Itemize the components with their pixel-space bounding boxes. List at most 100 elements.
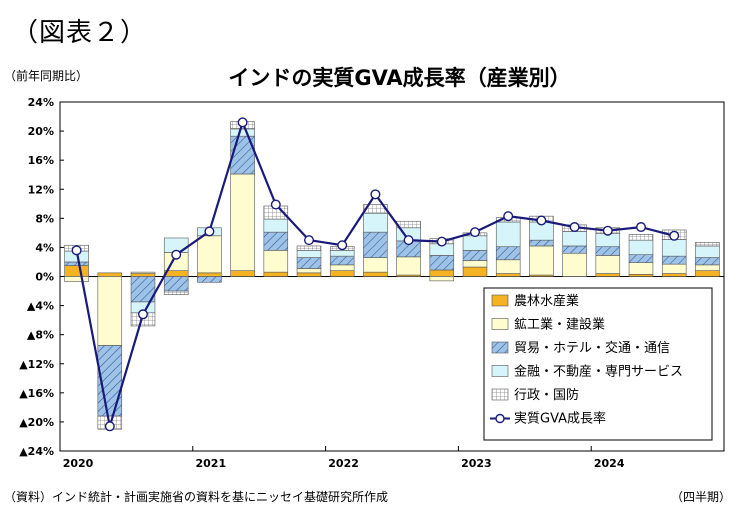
bar-finance <box>695 245 720 258</box>
y-tick-label: ▲8% <box>27 329 54 342</box>
gva-point <box>403 235 414 246</box>
bar-agri <box>296 272 322 277</box>
bar-agri <box>263 271 289 277</box>
axes-layer: 24% 20% 16% 12% 8% 4% 0% ▲4% ▲8% ▲12% ▲16% ▲20% ▲24%… <box>19 96 725 470</box>
bar-agri <box>130 273 156 277</box>
bar-agri <box>628 274 654 277</box>
y-tick-label: 4% <box>35 241 54 254</box>
bar-trade <box>329 255 355 266</box>
unit-label: （前年同期比） <box>4 69 89 83</box>
bar-agri <box>64 265 89 277</box>
bar-trade <box>64 261 89 266</box>
bar-trade <box>462 250 488 261</box>
y-tick-label: 16% <box>28 154 54 167</box>
bar-agri <box>197 272 222 277</box>
bar-trade <box>296 257 322 269</box>
gva-point <box>503 211 514 222</box>
bar-industry <box>296 268 322 274</box>
bars-layer <box>64 121 720 430</box>
bar-finance <box>363 212 388 233</box>
bar-industry <box>230 173 255 271</box>
bar-finance <box>628 239 654 255</box>
bar-agri <box>329 270 355 277</box>
figure-label: （図表２） <box>12 18 148 48</box>
bar-trade <box>429 255 455 271</box>
gva-point <box>304 235 315 246</box>
year-label: 2021 <box>195 457 226 470</box>
y-tick-label: 0% <box>35 271 54 284</box>
bar-finance <box>329 250 355 257</box>
bar-industry <box>661 263 687 274</box>
legend-line-marker <box>495 413 505 424</box>
legend-swatch-trade <box>491 341 509 354</box>
y-tick-label: 20% <box>28 125 54 138</box>
bar-industry <box>64 276 89 282</box>
bar-agri <box>495 273 521 277</box>
bar-industry <box>562 252 587 277</box>
gva-point <box>171 249 182 260</box>
gva-point <box>237 117 248 128</box>
gva-point <box>536 215 547 226</box>
bar-trade <box>163 276 189 292</box>
gva-point <box>137 309 148 320</box>
gva-point <box>436 236 447 247</box>
bar-industry <box>130 271 156 274</box>
year-label: 2024 <box>594 457 625 470</box>
bar-finance <box>263 218 289 233</box>
bar-industry <box>495 259 521 274</box>
year-label: 2022 <box>328 457 359 470</box>
legend-label: 金融・不動産・専門サービス <box>514 364 683 380</box>
legend-swatch-finance <box>491 365 509 377</box>
bar-agri <box>661 273 687 277</box>
legend-box <box>483 287 713 441</box>
year-label: 2023 <box>461 457 492 470</box>
bar-public <box>363 204 388 214</box>
legend-swatch-agri <box>491 294 509 307</box>
gva-point <box>337 240 348 251</box>
bar-finance <box>296 250 322 258</box>
legend-label: 貿易・ホテル・交通・通信 <box>514 340 670 356</box>
y-tick-label: 12% <box>28 183 54 196</box>
bar-trade <box>529 239 554 247</box>
bar-industry <box>462 260 488 268</box>
bar-agri <box>230 270 255 277</box>
legend: 農林水産業鉱工業・建設業貿易・ホテル・交通・通信金融・不動産・専門サービス行政・… <box>483 287 713 441</box>
bar-trade <box>562 245 587 254</box>
bar-finance <box>462 235 488 251</box>
y-tick-label: 24% <box>28 96 54 109</box>
year-label: 2020 <box>63 457 94 470</box>
gva-point <box>270 199 281 210</box>
y-tick-label: 8% <box>35 212 54 225</box>
source-note: （資料）インド統計・計画実施省の資料を基にニッセイ基礎研究所作成 <box>4 490 389 504</box>
bar-industry <box>695 264 720 271</box>
bar-public <box>163 290 189 295</box>
bar-trade <box>197 276 222 283</box>
gva-point <box>636 222 647 233</box>
legend-label: 鉱工業・建設業 <box>514 317 605 333</box>
bar-agri <box>97 272 123 277</box>
gva-point <box>370 189 381 200</box>
legend-label: 行政・国防 <box>514 387 579 403</box>
y-tick-label: ▲4% <box>27 300 54 313</box>
y-tick-label: ▲12% <box>19 358 54 371</box>
gva-point <box>71 245 82 256</box>
gva-point <box>204 226 215 237</box>
bar-agri <box>429 269 455 277</box>
y-tick-label: ▲16% <box>19 387 54 400</box>
gva-point <box>104 421 115 432</box>
period-label: （四半期） <box>670 490 731 504</box>
bar-agri <box>695 270 720 277</box>
gva-point <box>569 222 580 233</box>
bar-finance <box>230 128 255 137</box>
gva-point <box>669 230 680 241</box>
legend-swatch-industry <box>491 318 509 330</box>
bar-industry <box>197 235 222 274</box>
bar-industry <box>329 264 355 271</box>
bar-finance <box>661 239 687 257</box>
bar-industry <box>529 245 554 276</box>
bar-trade <box>263 231 289 251</box>
bar-trade <box>495 246 521 261</box>
bar-agri <box>363 271 388 277</box>
chart-title: インドの実質GVA成長率（産業別） <box>228 66 571 90</box>
